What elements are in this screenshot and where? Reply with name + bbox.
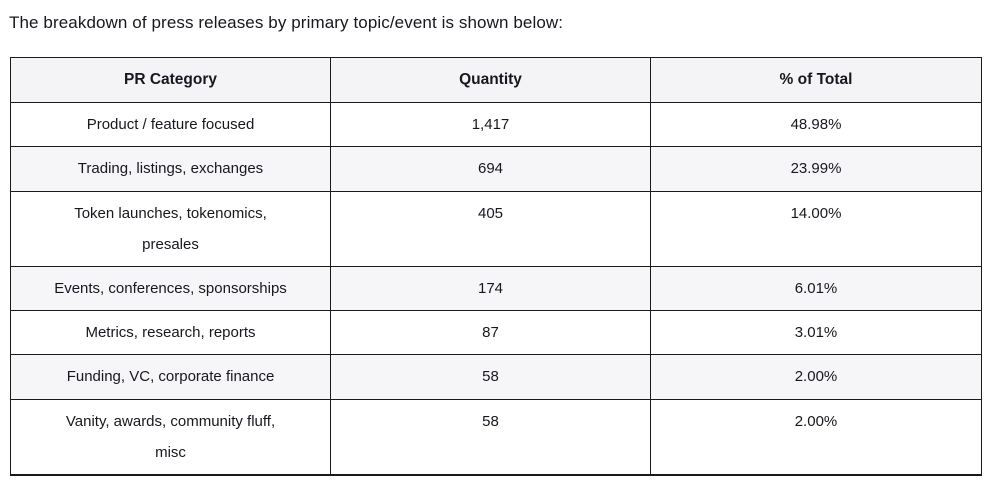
table-row: Funding, VC, corporate finance 58 2.00% — [10, 354, 982, 400]
intro-text: The breakdown of press releases by prima… — [9, 13, 564, 32]
table-row: Token launches, tokenomics, presales 405… — [10, 190, 982, 267]
cell-quantity: 1,417 — [330, 102, 651, 148]
column-header-pr-category: PR Category — [10, 56, 331, 104]
cell-percent: 23.99% — [650, 146, 982, 192]
cell-category: Vanity, awards, community fluff, misc — [10, 398, 331, 476]
cell-quantity: 87 — [330, 310, 651, 356]
cell-category: Funding, VC, corporate finance — [10, 354, 331, 400]
cell-percent: 48.98% — [650, 102, 982, 148]
cell-percent: 2.00% — [650, 354, 982, 400]
table-row: Events, conferences, sponsorships 174 6.… — [10, 265, 982, 312]
table-header: PR Category Quantity % of Total — [10, 56, 982, 104]
cell-category: Product / feature focused — [10, 102, 331, 148]
cell-quantity: 694 — [330, 146, 651, 192]
header-row: PR Category Quantity % of Total — [10, 56, 982, 104]
cell-percent: 14.00% — [650, 190, 982, 267]
cell-quantity: 58 — [330, 398, 651, 476]
cell-quantity: 174 — [330, 265, 651, 312]
cell-percent: 3.01% — [650, 310, 982, 356]
cell-category: Metrics, research, reports — [10, 310, 331, 356]
cell-quantity: 405 — [330, 190, 651, 267]
column-header-quantity: Quantity — [330, 56, 651, 104]
cell-category: Token launches, tokenomics, presales — [10, 190, 331, 267]
cell-percent: 2.00% — [650, 398, 982, 476]
table-row: Vanity, awards, community fluff, misc 58… — [10, 398, 982, 476]
table-body: Product / feature focused 1,417 48.98% T… — [10, 102, 982, 476]
cell-category: Events, conferences, sponsorships — [10, 265, 331, 312]
cell-percent: 6.01% — [650, 265, 982, 312]
table-row: Product / feature focused 1,417 48.98% — [10, 102, 982, 148]
cell-category: Trading, listings, exchanges — [10, 146, 331, 192]
table-row: Trading, listings, exchanges 694 23.99% — [10, 146, 982, 192]
table-row: Metrics, research, reports 87 3.01% — [10, 310, 982, 356]
column-header-percent-of-total: % of Total — [650, 56, 982, 104]
cell-quantity: 58 — [330, 354, 651, 400]
pr-breakdown-table: PR Category Quantity % of Total Product … — [10, 56, 982, 476]
